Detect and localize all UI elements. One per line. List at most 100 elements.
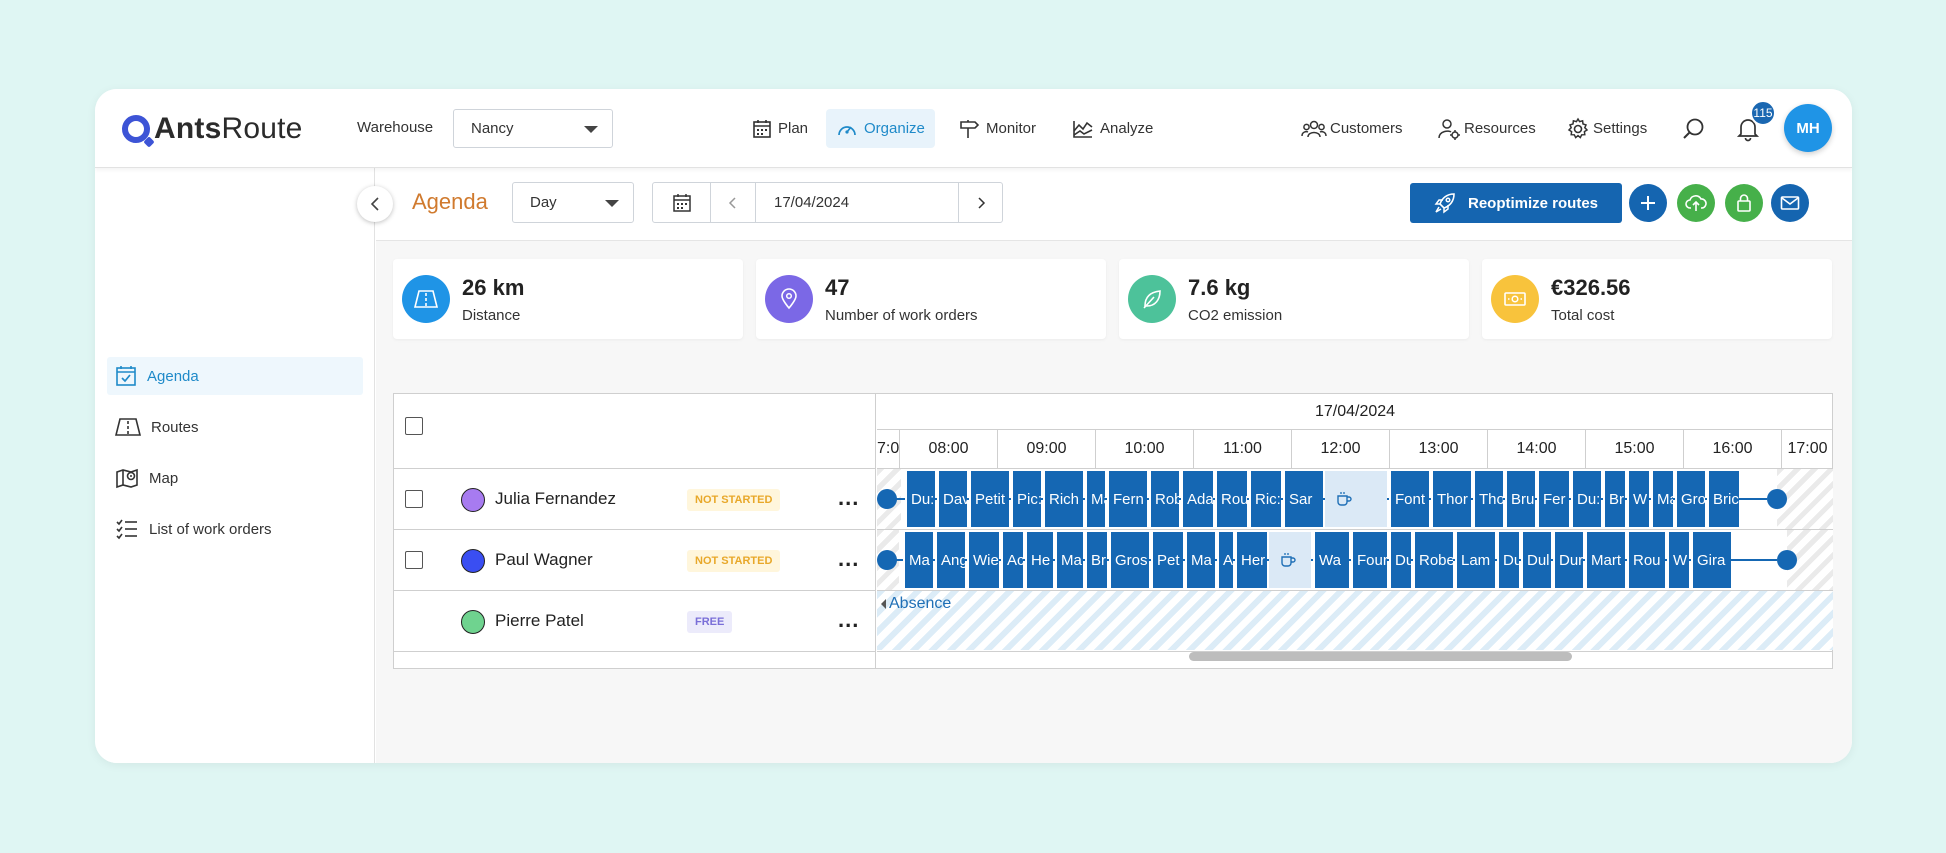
work-order-block[interactable]: Du:	[905, 471, 935, 527]
antsroute-logo[interactable]: AntsRoute	[122, 111, 303, 147]
work-order-block[interactable]: Ma	[1085, 471, 1105, 527]
work-order-block[interactable]: Wa	[1313, 532, 1349, 588]
notifications-button[interactable]	[1736, 109, 1763, 148]
nav-settings[interactable]: Settings	[1566, 109, 1647, 148]
sidebar-item-map[interactable]: Map	[107, 459, 363, 497]
work-order-block[interactable]: Fer	[1537, 471, 1569, 527]
work-order-block[interactable]: Bru	[1505, 471, 1535, 527]
work-order-block[interactable]: Gro	[1675, 471, 1705, 527]
nav-analyze[interactable]: Analyze	[1062, 109, 1163, 148]
work-order-block[interactable]: Ma	[1651, 471, 1673, 527]
work-order-block[interactable]: Her	[1235, 532, 1267, 588]
resource-row-julia[interactable]: Julia Fernandez NOT STARTED ...	[394, 468, 876, 529]
coffee-cup-icon	[1281, 553, 1296, 567]
work-order-block[interactable]: Sar	[1283, 471, 1323, 527]
work-order-block[interactable]: Ric:	[1249, 471, 1281, 527]
work-order-block[interactable]: Robe	[1413, 532, 1453, 588]
break-block[interactable]	[1325, 471, 1387, 527]
route-start-point[interactable]	[877, 489, 897, 509]
absence-marker[interactable]: Absence	[881, 595, 951, 613]
work-order-block[interactable]: Fern	[1107, 471, 1147, 527]
work-order-block[interactable]: Ac	[1001, 532, 1023, 588]
sidebar-item-work-orders[interactable]: List of work orders	[107, 510, 363, 548]
work-order-block[interactable]: Du	[1497, 532, 1519, 588]
work-order-block[interactable]: Ma	[1185, 532, 1215, 588]
work-order-block[interactable]: Dav	[937, 471, 967, 527]
work-order-block[interactable]: Ang	[935, 532, 965, 588]
work-order-block[interactable]: Tho	[1473, 471, 1503, 527]
work-order-block[interactable]: Br	[1603, 471, 1625, 527]
chevron-down-icon	[584, 125, 598, 133]
work-order-block[interactable]: Du:	[1571, 471, 1601, 527]
work-order-block[interactable]: Br	[1085, 532, 1107, 588]
work-order-block[interactable]: Gira	[1691, 532, 1731, 588]
work-order-block[interactable]: Rou	[1215, 471, 1247, 527]
work-order-block[interactable]: He	[1025, 532, 1053, 588]
lock-icon	[1737, 194, 1751, 212]
route-start-point[interactable]	[877, 550, 897, 570]
warehouse-select[interactable]: Nancy	[453, 109, 613, 148]
search-button[interactable]	[1681, 109, 1710, 148]
notifications-badge: 115	[1750, 100, 1776, 126]
work-order-block[interactable]: W	[1627, 471, 1649, 527]
work-order-block[interactable]: Ma	[1055, 532, 1083, 588]
work-order-block[interactable]: Pet	[1151, 532, 1183, 588]
add-button[interactable]	[1629, 184, 1667, 222]
sidebar-item-routes[interactable]: Routes	[107, 408, 363, 446]
work-order-block[interactable]: Petit	[969, 471, 1009, 527]
nav-organize[interactable]: Organize	[826, 109, 935, 148]
sidebar-item-agenda[interactable]: Agenda	[107, 357, 363, 395]
work-order-block[interactable]: Rob	[1149, 471, 1179, 527]
hour-label: 11:00	[1193, 430, 1291, 468]
email-button[interactable]	[1771, 184, 1809, 222]
work-order-block[interactable]: Four	[1351, 532, 1387, 588]
work-order-block[interactable]: Font	[1389, 471, 1429, 527]
row-menu-button[interactable]: ...	[838, 485, 860, 510]
lock-button[interactable]	[1725, 184, 1763, 222]
work-order-block[interactable]: Wie	[967, 532, 999, 588]
nav-monitor[interactable]: Monitor	[948, 109, 1046, 148]
work-order-block[interactable]: Ada	[1181, 471, 1213, 527]
work-order-block[interactable]: Ar	[1217, 532, 1233, 588]
resource-color-dot	[461, 610, 485, 634]
next-day-button[interactable]	[959, 183, 1003, 222]
route-end-point[interactable]	[1767, 489, 1787, 509]
sidebar-collapse-button[interactable]	[357, 186, 393, 222]
resource-row-paul[interactable]: Paul Wagner NOT STARTED ...	[394, 529, 876, 590]
view-select[interactable]: Day	[512, 182, 634, 223]
work-order-block[interactable]: Lam	[1455, 532, 1495, 588]
date-value[interactable]: 17/04/2024	[756, 183, 959, 222]
cloud-upload-button[interactable]	[1677, 184, 1715, 222]
work-order-block[interactable]: Rich	[1043, 471, 1083, 527]
row-menu-button[interactable]: ...	[838, 546, 860, 571]
nav-customers[interactable]: Customers	[1301, 109, 1403, 148]
nav-settings-label: Settings	[1593, 120, 1648, 137]
row-menu-button[interactable]: ...	[838, 607, 860, 632]
work-order-block[interactable]: Rou	[1627, 532, 1665, 588]
timeline-date: 17/04/2024	[877, 394, 1833, 430]
resource-row-pierre[interactable]: Pierre Patel FREE ...	[394, 590, 876, 651]
work-order-block[interactable]: Pic:	[1011, 471, 1041, 527]
work-order-block[interactable]: Mart	[1585, 532, 1625, 588]
work-order-block[interactable]: Gros	[1109, 532, 1149, 588]
row-checkbox[interactable]	[405, 551, 423, 569]
previous-day-button[interactable]	[711, 183, 756, 222]
reoptimize-routes-button[interactable]: Reoptimize routes	[1410, 183, 1622, 223]
calendar-button[interactable]	[653, 183, 711, 222]
break-block[interactable]	[1269, 532, 1311, 588]
route-end-point[interactable]	[1777, 550, 1797, 570]
select-all-checkbox[interactable]	[405, 417, 423, 435]
nav-plan[interactable]: Plan	[742, 109, 818, 148]
logo-mark-icon	[122, 115, 150, 143]
work-order-block[interactable]: Bric	[1707, 471, 1739, 527]
work-order-block[interactable]: Ma	[903, 532, 933, 588]
work-order-block[interactable]: Thor	[1431, 471, 1471, 527]
work-order-block[interactable]: Dul	[1521, 532, 1551, 588]
work-order-block[interactable]: Dur	[1553, 532, 1583, 588]
horizontal-scrollbar[interactable]	[1189, 652, 1572, 661]
user-avatar[interactable]: MH	[1784, 104, 1832, 152]
work-order-block[interactable]: W	[1667, 532, 1689, 588]
row-checkbox[interactable]	[405, 490, 423, 508]
work-order-block[interactable]: Du	[1389, 532, 1411, 588]
nav-resources[interactable]: Resources	[1437, 109, 1536, 148]
